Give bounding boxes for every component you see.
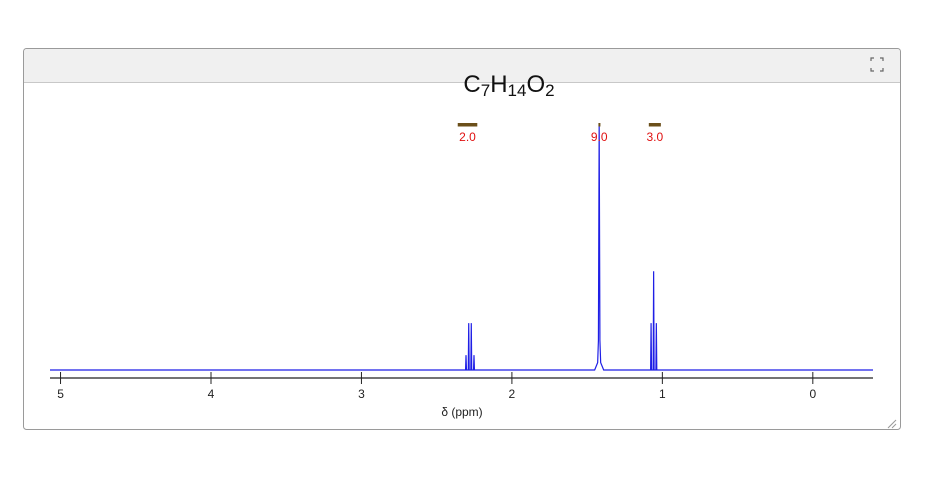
x-tick-label: 0 <box>809 387 816 401</box>
x-axis-label: δ (ppm) <box>441 405 482 419</box>
spectrum-line <box>50 122 873 371</box>
fullscreen-button[interactable] <box>870 57 884 72</box>
resize-grip[interactable] <box>887 419 897 429</box>
panel <box>23 48 901 430</box>
integral-bar <box>598 123 601 127</box>
integral-label: 2.0 <box>459 130 476 144</box>
x-tick-label: 3 <box>358 387 365 401</box>
x-tick-label: 2 <box>509 387 516 401</box>
x-tick-label: 1 <box>659 387 666 401</box>
panel-header <box>24 49 900 82</box>
x-tick-label: 4 <box>208 387 215 401</box>
integral-label: 3.0 <box>646 130 663 144</box>
chart-title: C7H14O2 <box>463 71 554 100</box>
x-tick-label: 5 <box>57 387 64 401</box>
integral-label: 9.0 <box>591 130 608 144</box>
integral-bar <box>457 123 478 127</box>
integral-bar <box>648 123 661 127</box>
